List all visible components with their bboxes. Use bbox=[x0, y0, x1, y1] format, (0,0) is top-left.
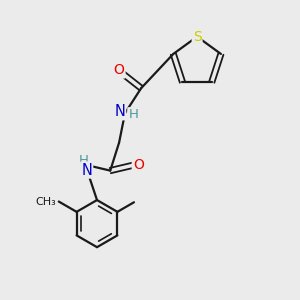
Text: CH₃: CH₃ bbox=[36, 196, 56, 206]
Text: S: S bbox=[193, 30, 202, 44]
Text: H: H bbox=[128, 108, 138, 121]
Text: O: O bbox=[133, 158, 144, 172]
Text: O: O bbox=[114, 64, 124, 77]
Text: H: H bbox=[79, 154, 89, 167]
Text: N: N bbox=[81, 163, 92, 178]
Text: N: N bbox=[114, 104, 125, 119]
